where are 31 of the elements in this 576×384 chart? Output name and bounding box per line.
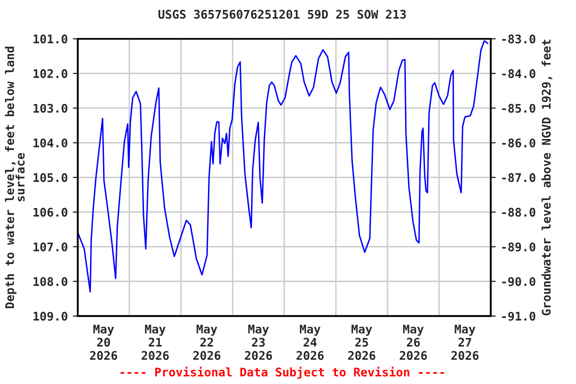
y-tick-label: 106.0 — [34, 208, 68, 217]
y2-tick-label: -84.0 — [502, 69, 536, 78]
x-tick-label: May 22 2026 — [193, 324, 220, 360]
x-tick-label: May 20 2026 — [90, 324, 118, 360]
y-tick-label: 108.0 — [34, 277, 68, 286]
y2-tick-label: -87.0 — [502, 173, 536, 182]
y-tick-label: 103.0 — [34, 104, 68, 113]
y-tick-label: 109.0 — [34, 312, 68, 321]
y2-tick-label: -89.0 — [502, 242, 536, 252]
y-tick-label: 101.0 — [34, 34, 68, 44]
y-tick-label: 107.0 — [34, 242, 68, 252]
y2-tick-label: -90.0 — [502, 277, 536, 286]
x-tick-label: May 26 2026 — [400, 324, 427, 360]
y2-tick-label: -83.0 — [502, 34, 536, 44]
y2-axis-title: Groundwater level above NGVD 1929, feet — [542, 40, 552, 316]
y-axis-title: Depth to water level, feet below land surface — [4, 46, 25, 308]
y2-tick-label: -85.0 — [502, 104, 536, 113]
line-series — [78, 40, 488, 292]
chart-title: USGS 365756076251201 59D 25 SOW 213 — [158, 10, 406, 19]
y2-tick-label: -88.0 — [502, 208, 536, 217]
y-tick-label: 104.0 — [34, 138, 68, 148]
x-tick-label: May 24 2026 — [296, 324, 324, 360]
x-tick-label: May 23 2026 — [244, 324, 272, 360]
y2-tick-label: -86.0 — [502, 138, 536, 148]
y-tick-label: 105.0 — [34, 173, 68, 182]
y-tick-label: 102.0 — [34, 69, 68, 78]
x-tick-label: May 27 2026 — [451, 324, 479, 360]
x-tick-label: May 25 2026 — [348, 324, 376, 360]
y2-tick-label: -91.0 — [502, 312, 536, 321]
x-tick-label: May 21 2026 — [142, 324, 169, 360]
text: ---- Provisional Data Subject to Revision ---- — [120, 366, 444, 379]
